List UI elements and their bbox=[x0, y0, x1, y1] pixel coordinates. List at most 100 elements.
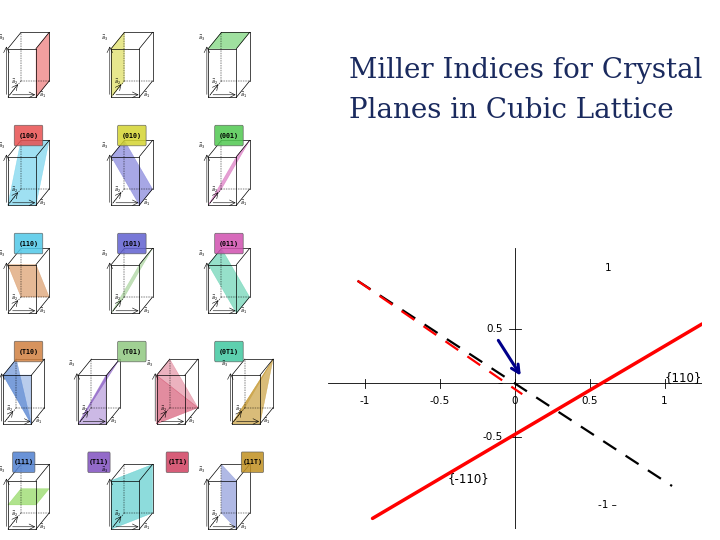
Polygon shape bbox=[157, 375, 198, 424]
Text: 0.5: 0.5 bbox=[582, 396, 598, 407]
Text: $\vec{a}_1$: $\vec{a}_1$ bbox=[143, 306, 150, 316]
Text: (T10): (T10) bbox=[19, 348, 38, 355]
Polygon shape bbox=[111, 140, 153, 205]
Text: $\vec{a}_1$: $\vec{a}_1$ bbox=[40, 522, 46, 532]
Text: $\vec{a}_1$: $\vec{a}_1$ bbox=[240, 198, 247, 208]
Text: (110): (110) bbox=[19, 240, 38, 247]
Text: 1: 1 bbox=[604, 263, 611, 273]
Text: {110}: {110} bbox=[665, 372, 702, 384]
Text: $\vec{a}_2$: $\vec{a}_2$ bbox=[11, 186, 17, 195]
Text: -0.5: -0.5 bbox=[430, 396, 450, 407]
FancyBboxPatch shape bbox=[14, 125, 42, 146]
Text: (001): (001) bbox=[219, 132, 239, 139]
Text: $\vec{a}_1$: $\vec{a}_1$ bbox=[143, 522, 150, 532]
Text: (1T1): (1T1) bbox=[167, 459, 187, 465]
Text: $\vec{a}_3$: $\vec{a}_3$ bbox=[0, 141, 4, 151]
Text: $\vec{a}_1$: $\vec{a}_1$ bbox=[40, 306, 46, 316]
FancyBboxPatch shape bbox=[166, 452, 189, 472]
Text: $\vec{a}_3$: $\vec{a}_3$ bbox=[101, 465, 108, 475]
Text: $\vec{a}_1$: $\vec{a}_1$ bbox=[240, 522, 247, 532]
Text: $\vec{a}_3$: $\vec{a}_3$ bbox=[146, 360, 153, 369]
Text: (0T1): (0T1) bbox=[219, 348, 239, 355]
Polygon shape bbox=[3, 359, 32, 424]
Text: $\vec{a}_1$: $\vec{a}_1$ bbox=[188, 416, 195, 427]
Text: 0: 0 bbox=[511, 396, 518, 407]
FancyBboxPatch shape bbox=[117, 341, 146, 362]
Text: (11T): (11T) bbox=[243, 459, 262, 465]
FancyBboxPatch shape bbox=[215, 125, 243, 146]
Polygon shape bbox=[111, 464, 153, 529]
Text: $\vec{a}_3$: $\vec{a}_3$ bbox=[198, 141, 205, 151]
FancyBboxPatch shape bbox=[117, 125, 146, 146]
FancyBboxPatch shape bbox=[215, 233, 243, 254]
Polygon shape bbox=[222, 464, 236, 529]
Text: $\vec{a}_3$: $\vec{a}_3$ bbox=[0, 33, 4, 43]
Polygon shape bbox=[232, 359, 273, 424]
Text: {-110}: {-110} bbox=[447, 472, 489, 485]
FancyBboxPatch shape bbox=[14, 233, 42, 254]
Text: $\vec{a}_1$: $\vec{a}_1$ bbox=[110, 416, 117, 427]
Text: -1 –: -1 – bbox=[598, 500, 617, 510]
Text: $\vec{a}_2$: $\vec{a}_2$ bbox=[6, 404, 13, 414]
Text: $\vec{a}_2$: $\vec{a}_2$ bbox=[11, 294, 17, 303]
Text: $\vec{a}_2$: $\vec{a}_2$ bbox=[81, 404, 88, 414]
Text: (T11): (T11) bbox=[89, 459, 109, 465]
Text: $\vec{a}_2$: $\vec{a}_2$ bbox=[211, 186, 218, 195]
Text: $\vec{a}_3$: $\vec{a}_3$ bbox=[101, 249, 108, 259]
Text: $\vec{a}_3$: $\vec{a}_3$ bbox=[222, 360, 228, 369]
Polygon shape bbox=[232, 359, 273, 424]
Polygon shape bbox=[111, 32, 125, 97]
Text: $\vec{a}_2$: $\vec{a}_2$ bbox=[235, 404, 241, 414]
Text: (011): (011) bbox=[219, 240, 239, 247]
FancyBboxPatch shape bbox=[215, 341, 243, 362]
Polygon shape bbox=[111, 248, 153, 313]
Text: $\vec{a}_2$: $\vec{a}_2$ bbox=[211, 294, 218, 303]
Text: 0.5: 0.5 bbox=[486, 325, 503, 334]
Text: $\vec{a}_3$: $\vec{a}_3$ bbox=[198, 465, 205, 475]
Polygon shape bbox=[8, 265, 49, 297]
FancyBboxPatch shape bbox=[241, 452, 264, 472]
Text: -0.5: -0.5 bbox=[482, 433, 503, 442]
Text: $\vec{a}_3$: $\vec{a}_3$ bbox=[68, 360, 75, 369]
FancyBboxPatch shape bbox=[14, 341, 42, 362]
Text: $\vec{a}_1$: $\vec{a}_1$ bbox=[143, 90, 150, 100]
Text: $\vec{a}_3$: $\vec{a}_3$ bbox=[101, 141, 108, 151]
FancyBboxPatch shape bbox=[13, 452, 35, 472]
Text: Miller Indices for Crystal
Planes in Cubic Lattice: Miller Indices for Crystal Planes in Cub… bbox=[349, 57, 703, 124]
Text: $\vec{a}_2$: $\vec{a}_2$ bbox=[211, 78, 218, 87]
Text: (T01): (T01) bbox=[122, 348, 142, 355]
Text: $\vec{a}_2$: $\vec{a}_2$ bbox=[160, 404, 166, 414]
Text: $\vec{a}_2$: $\vec{a}_2$ bbox=[114, 78, 121, 87]
Text: $\vec{a}_2$: $\vec{a}_2$ bbox=[11, 510, 17, 519]
Text: $\vec{a}_2$: $\vec{a}_2$ bbox=[11, 78, 17, 87]
Text: $\vec{a}_2$: $\vec{a}_2$ bbox=[114, 186, 121, 195]
Text: $\vec{a}_1$: $\vec{a}_1$ bbox=[240, 90, 247, 100]
Text: $\vec{a}_1$: $\vec{a}_1$ bbox=[240, 306, 247, 316]
Text: $\vec{a}_3$: $\vec{a}_3$ bbox=[198, 33, 205, 43]
Text: (111): (111) bbox=[14, 459, 34, 465]
FancyBboxPatch shape bbox=[117, 233, 146, 254]
Text: (100): (100) bbox=[19, 132, 38, 139]
Text: 1: 1 bbox=[661, 396, 668, 407]
Text: $\vec{a}_1$: $\vec{a}_1$ bbox=[143, 198, 150, 208]
Text: -1: -1 bbox=[360, 396, 370, 407]
Polygon shape bbox=[8, 489, 49, 505]
Text: $\vec{a}_1$: $\vec{a}_1$ bbox=[40, 198, 46, 208]
Text: (010): (010) bbox=[122, 132, 142, 139]
Polygon shape bbox=[208, 32, 250, 49]
Text: $\vec{a}_3$: $\vec{a}_3$ bbox=[0, 465, 4, 475]
FancyBboxPatch shape bbox=[88, 452, 110, 472]
Polygon shape bbox=[208, 140, 250, 205]
Text: $\vec{a}_1$: $\vec{a}_1$ bbox=[40, 90, 46, 100]
Text: $\vec{a}_3$: $\vec{a}_3$ bbox=[101, 33, 108, 43]
Text: (101): (101) bbox=[122, 240, 142, 247]
Text: –: – bbox=[498, 379, 503, 388]
Text: $\vec{a}_2$: $\vec{a}_2$ bbox=[114, 294, 121, 303]
Text: $\vec{a}_1$: $\vec{a}_1$ bbox=[264, 416, 270, 427]
Polygon shape bbox=[78, 375, 107, 424]
Polygon shape bbox=[157, 359, 198, 408]
Text: $\vec{a}_1$: $\vec{a}_1$ bbox=[35, 416, 42, 427]
Polygon shape bbox=[3, 375, 32, 424]
Text: $\vec{a}_3$: $\vec{a}_3$ bbox=[198, 249, 205, 259]
Polygon shape bbox=[78, 359, 120, 424]
